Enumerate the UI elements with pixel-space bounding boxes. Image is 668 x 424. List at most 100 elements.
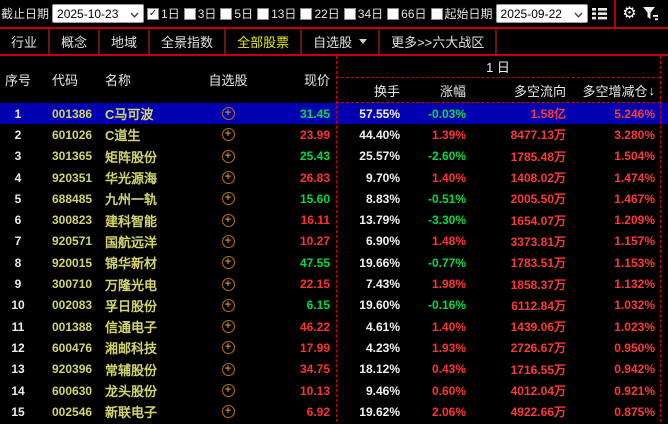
circle-plus-icon[interactable] [221,362,235,376]
turnover-cell: 19.66% [359,255,400,270]
code-cell: 301365 [52,149,93,164]
tab[interactable]: 行业 [0,29,51,54]
change-cell: 1.98% [431,277,466,292]
toolbar-divider [613,0,616,27]
col-header-name[interactable]: 名称 [105,73,132,88]
name-cell: 孚日股份 [105,298,158,314]
code-cell: 920396 [52,362,93,377]
code-cell: 300823 [52,213,93,228]
period-checkbox[interactable]: 13日 [257,5,296,22]
tab[interactable]: 自选股 [302,29,381,54]
checkbox-icon[interactable] [300,7,313,20]
table-row[interactable]: 9 300710 万隆光电 22.15 7.43% 1.98% 1858.37万… [0,273,668,294]
tab[interactable]: 更多>>六大战区 [380,29,498,54]
price-cell: 46.22 [299,319,330,334]
table-row[interactable]: 8 920015 锦华新材 47.55 19.66% -0.77% 1783.5… [0,252,668,273]
col-header-change[interactable]: 涨幅 [439,83,466,99]
turnover-cell: 9.70% [365,170,400,185]
turnover-cell: 18.12% [359,362,400,377]
seq-cell: 6 [14,213,22,228]
circle-plus-icon[interactable] [221,213,235,227]
name-cell: 九州一轨 [105,192,158,208]
table-row[interactable]: 5 688485 九州一轨 15.60 8.83% -0.51% 2005.50… [0,188,668,209]
table-row[interactable]: 10 002083 孚日股份 6.15 19.60% -0.16% 6112.8… [0,295,668,316]
checkbox-icon[interactable] [220,7,233,20]
checkbox-icon[interactable] [343,7,356,20]
col-header-turnover[interactable]: 换手 [373,83,400,99]
seq-cell: 7 [14,234,22,249]
col-header-price[interactable]: 现价 [303,73,330,88]
table-row[interactable]: 11 001388 信通电子 46.22 4.61% 1.40% 1439.06… [0,316,668,337]
gear-icon[interactable] [621,4,639,24]
circle-plus-icon[interactable] [221,171,235,185]
circle-plus-icon[interactable] [221,405,235,419]
circle-plus-icon[interactable] [221,320,235,334]
circle-plus-icon[interactable] [221,234,235,248]
col-header-flow[interactable]: 多空流向 [513,83,566,99]
price-cell: 6.92 [306,404,330,419]
tab[interactable]: 概念 [50,29,101,54]
period-checkbox[interactable]: 34日 [343,5,383,22]
checkbox-icon[interactable] [387,7,400,20]
change-cell: -3.30% [427,213,466,228]
period-checkbox[interactable]: 起始日期 [430,5,493,22]
delta-cell: 1.504% [614,149,655,164]
circle-plus-icon[interactable] [221,384,235,397]
table-row[interactable]: 6 300823 建科智能 16.11 13.79% -3.30% 1654.0… [0,209,668,230]
circle-plus-icon[interactable] [221,107,235,121]
period-checkbox[interactable]: 5日 [220,5,253,22]
circle-plus-icon[interactable] [221,277,235,291]
table-row[interactable]: 12 600476 湘邮科技 17.99 4.23% 1.93% 2726.67… [0,337,668,358]
checkbox-icon[interactable] [430,7,443,20]
period-checkbox[interactable]: 3日 [183,5,216,22]
period-checkbox[interactable]: 1日 [147,5,180,22]
tab[interactable]: 全部股票 [226,29,303,54]
checkbox-icon[interactable] [257,7,270,20]
name-cell: 建科智能 [105,213,158,229]
price-cell: 16.11 [300,213,330,228]
col-header-code[interactable]: 代码 [52,73,79,88]
watchlist-cell [190,149,266,163]
table-row[interactable]: 2 601026 C道生 23.99 44.40% 1.39% 8477.13万… [0,124,668,145]
change-cell: 1.39% [431,127,466,142]
col-header-watchlist[interactable]: 自选股 [208,73,248,88]
end-date-select[interactable]: 2025-10-23 [52,4,145,23]
table-row[interactable]: 15 002546 新联电子 6.92 19.62% 2.06% 4922.66… [0,401,668,422]
start-date-select[interactable]: 2025-09-22 [495,4,588,23]
turnover-cell: 4.23% [365,340,400,355]
change-cell: -0.16% [427,298,466,313]
table-row[interactable]: 13 920396 常辅股份 34.75 18.12% 0.43% 1716.5… [0,359,668,380]
col-header-seq[interactable]: 序号 [4,73,31,88]
tab[interactable]: 全景指数 [150,29,227,54]
period-checkbox[interactable]: 66日 [387,5,427,22]
period-checkbox-label: 13日 [271,7,297,21]
circle-plus-icon[interactable] [221,341,235,355]
circle-plus-icon[interactable] [221,128,235,142]
table-row[interactable]: 7 920571 国航远洋 10.27 6.90% 1.48% 3373.81万… [0,231,668,252]
list-icon[interactable] [591,4,609,24]
chevron-down-icon [574,7,583,21]
circle-plus-icon[interactable] [221,256,235,270]
table-row[interactable]: 4 920351 华光源海 26.83 9.70% 1.40% 1408.02万… [0,167,668,188]
name-cell: 湘邮科技 [105,341,158,357]
period-checkbox[interactable]: 22日 [300,5,340,22]
col-header-delta[interactable]: 多空增减仓 ↓ [566,81,660,100]
circle-plus-icon[interactable] [221,298,235,312]
tab-bar: 行业 概念 地域 全景指数 全部股票 自选股 更多>>六大战区 [0,29,668,56]
change-cell: -0.77% [427,255,466,270]
circle-plus-icon[interactable] [221,192,235,206]
watchlist-cell [190,128,266,142]
tab[interactable]: 地域 [100,29,151,54]
checkbox-icon[interactable] [183,7,196,20]
table-row[interactable]: 1 001386 C马可波 31.45 57.55% -0.03% 1.58亿 … [0,103,668,125]
flow-cell: 1858.37万 [510,277,566,292]
table-row[interactable]: 3 301365 矩阵股份 25.43 25.57% -2.60% 1785.4… [0,146,668,167]
seq-cell: 12 [11,340,25,355]
watchlist-cell [190,171,266,185]
circle-plus-icon[interactable] [221,149,235,163]
delta-cell: 1.153% [614,255,655,270]
filter-icon[interactable] [642,4,660,24]
checkbox-icon[interactable] [147,7,160,20]
price-cell: 10.13 [299,383,330,398]
table-row[interactable]: 14 600630 龙头股份 10.13 9.46% 0.60% 4012.04… [0,380,668,401]
